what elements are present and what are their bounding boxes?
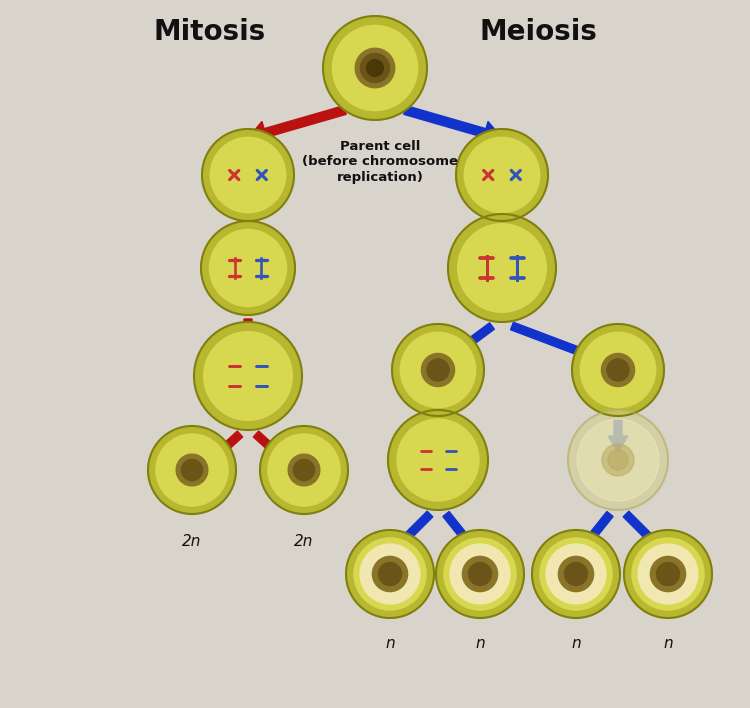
Circle shape <box>463 556 497 592</box>
Circle shape <box>540 538 612 610</box>
Text: replication): replication) <box>337 171 424 185</box>
Circle shape <box>638 544 698 604</box>
Circle shape <box>448 214 556 322</box>
Circle shape <box>176 454 208 486</box>
FancyArrow shape <box>438 323 494 366</box>
Circle shape <box>444 538 516 610</box>
Circle shape <box>568 410 668 510</box>
Circle shape <box>209 229 286 307</box>
FancyArrow shape <box>608 420 628 452</box>
Circle shape <box>422 353 454 387</box>
Text: Mitosis: Mitosis <box>154 18 266 46</box>
Circle shape <box>361 53 389 83</box>
Circle shape <box>356 48 395 88</box>
Text: Parent cell: Parent cell <box>340 139 420 152</box>
FancyArrow shape <box>623 511 666 554</box>
Circle shape <box>156 434 228 506</box>
Circle shape <box>373 556 407 592</box>
Circle shape <box>577 419 659 501</box>
Circle shape <box>532 530 620 618</box>
Circle shape <box>580 332 656 408</box>
Circle shape <box>458 224 546 312</box>
Text: (before chromosome: (before chromosome <box>302 156 458 169</box>
Text: 2n: 2n <box>294 534 314 549</box>
FancyArrow shape <box>511 322 618 370</box>
Circle shape <box>397 419 479 501</box>
Circle shape <box>210 137 286 212</box>
Circle shape <box>546 544 606 604</box>
Circle shape <box>293 459 314 481</box>
Circle shape <box>427 359 449 381</box>
Circle shape <box>400 332 476 408</box>
Text: n: n <box>476 636 484 651</box>
Circle shape <box>572 324 664 416</box>
FancyArrow shape <box>443 511 478 554</box>
Circle shape <box>268 434 340 506</box>
FancyArrow shape <box>578 511 613 554</box>
Circle shape <box>288 454 320 486</box>
Text: n: n <box>386 636 394 651</box>
Circle shape <box>602 444 634 476</box>
FancyArrow shape <box>428 420 448 452</box>
Circle shape <box>148 426 236 514</box>
Circle shape <box>565 563 587 586</box>
Circle shape <box>201 221 295 315</box>
FancyArrow shape <box>404 105 502 144</box>
Circle shape <box>260 426 348 514</box>
Circle shape <box>360 544 420 604</box>
Text: Meiosis: Meiosis <box>479 18 597 46</box>
FancyArrow shape <box>492 225 512 257</box>
Circle shape <box>450 544 510 604</box>
Circle shape <box>650 556 686 592</box>
Circle shape <box>602 353 634 387</box>
Circle shape <box>656 563 680 586</box>
Circle shape <box>354 538 426 610</box>
Text: n: n <box>572 636 580 651</box>
FancyArrow shape <box>248 105 346 144</box>
Circle shape <box>204 332 292 421</box>
Circle shape <box>436 530 524 618</box>
Circle shape <box>607 359 629 381</box>
FancyArrow shape <box>238 225 258 257</box>
FancyArrow shape <box>238 319 258 351</box>
FancyArrow shape <box>196 431 243 474</box>
Circle shape <box>559 556 593 592</box>
Circle shape <box>456 129 548 221</box>
FancyArrow shape <box>254 431 300 474</box>
Circle shape <box>469 563 491 586</box>
Circle shape <box>194 322 302 430</box>
Circle shape <box>367 59 383 76</box>
Circle shape <box>332 25 418 110</box>
Circle shape <box>392 324 484 416</box>
Circle shape <box>608 450 628 470</box>
Text: 2n: 2n <box>182 534 202 549</box>
Circle shape <box>624 530 712 618</box>
Circle shape <box>388 410 488 510</box>
Circle shape <box>379 563 401 586</box>
Circle shape <box>632 538 704 610</box>
Circle shape <box>464 137 540 212</box>
Circle shape <box>202 129 294 221</box>
Circle shape <box>182 459 203 481</box>
Circle shape <box>346 530 434 618</box>
Text: n: n <box>663 636 673 651</box>
Circle shape <box>323 16 427 120</box>
FancyArrow shape <box>390 511 433 554</box>
